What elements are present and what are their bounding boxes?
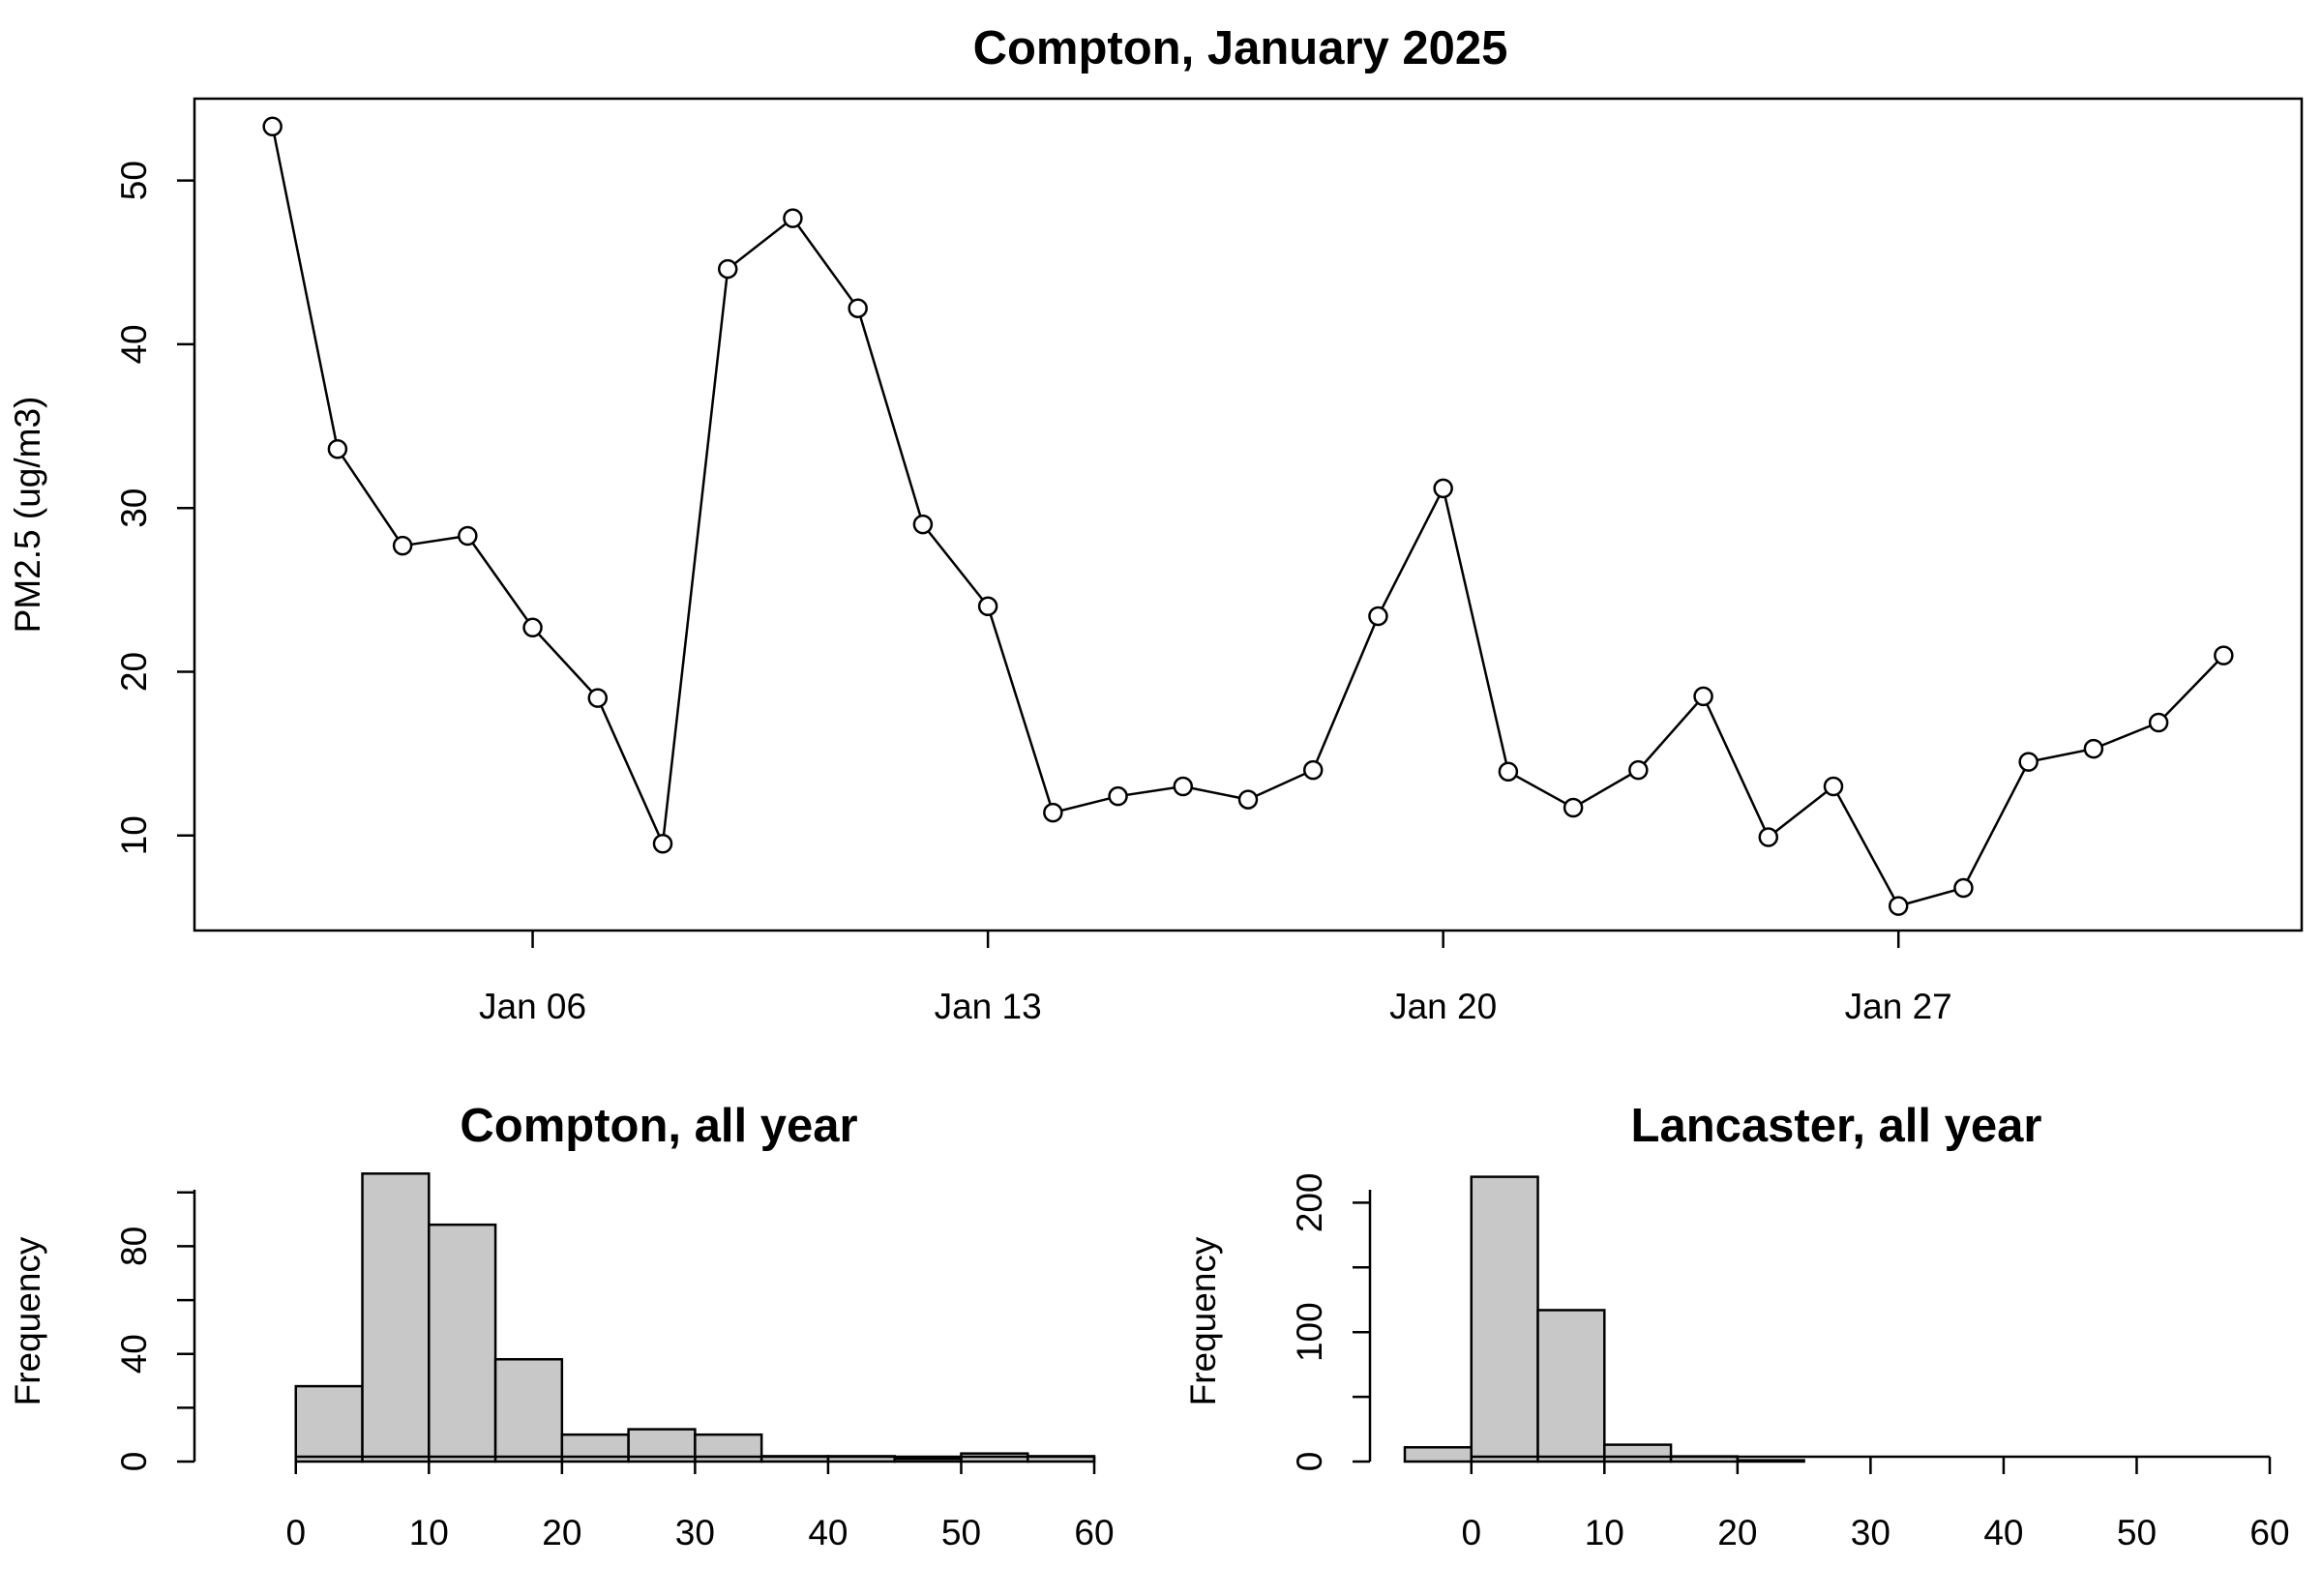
line-chart-point	[977, 596, 998, 617]
line-chart-point	[652, 834, 673, 854]
line-chart-point	[1628, 759, 1649, 781]
histogram-compton-y-tick-label: 0	[114, 1452, 154, 1472]
histogram-lancaster-y-tick-label: 100	[1290, 1302, 1329, 1362]
histogram-compton-x-tick-label: 60	[1074, 1513, 1114, 1552]
histogram-lancaster-x-tick-label: 30	[1851, 1513, 1890, 1552]
line-chart-x-tick-label: Jan 13	[935, 987, 1042, 1026]
line-chart-point	[2214, 645, 2234, 665]
line-chart-point	[1043, 802, 1063, 823]
line-chart-point	[1888, 896, 1909, 916]
line-chart-x-axis: Jan 06 Jan 13 Jan 20 Jan 27	[479, 931, 1952, 1026]
histogram-compton-title: Compton, all year	[460, 1100, 857, 1152]
line-chart-y-tick-label: 20	[114, 652, 154, 692]
line-chart-title: Compton, January 2025	[973, 22, 1508, 74]
line-chart-series-line	[271, 126, 2225, 908]
histogram-compton-x-tick-label: 30	[675, 1513, 715, 1552]
line-chart-point	[522, 617, 543, 638]
line-chart-point	[458, 525, 478, 547]
line-chart-point	[717, 258, 738, 280]
histogram-lancaster-bar	[1536, 1309, 1606, 1463]
line-chart-y-axis-label: PM2.5 (ug/m3)	[8, 397, 47, 634]
line-chart-y-tick-label: 10	[114, 815, 154, 855]
line-chart-point	[1498, 761, 1519, 783]
line-chart-point	[392, 535, 413, 556]
line-chart-point	[1368, 606, 1388, 627]
line-chart-point	[1693, 686, 1713, 707]
histogram-compton-x-tick-label: 20	[542, 1513, 581, 1552]
histogram-lancaster-x-tick-label: 10	[1585, 1513, 1624, 1552]
line-chart-x-tick-label: Jan 27	[1845, 987, 1952, 1026]
histogram-compton-axes: 0 10 20 30 40 50 60 0 40 80	[114, 1190, 1115, 1552]
line-chart-x-tick-label: Jan 20	[1389, 987, 1497, 1026]
histogram-lancaster-bar	[1736, 1459, 1805, 1463]
line-chart-point	[1237, 789, 1259, 810]
histogram-compton-x-tick-label: 40	[808, 1513, 848, 1552]
histogram-lancaster-title: Lancaster, all year	[1631, 1100, 2042, 1152]
line-chart-point	[2083, 738, 2104, 759]
line-chart-point	[848, 298, 868, 318]
histogram-lancaster-x-tick-label: 50	[2117, 1513, 2157, 1552]
line-chart-point	[262, 116, 283, 137]
line-chart-point	[1173, 776, 1194, 797]
line-chart-panel: Compton, January 2025 PM2.5 (ug/m3) 10 20…	[8, 22, 2304, 1026]
line-chart-y-axis: 10 20 30 40 50	[114, 161, 194, 855]
histogram-compton-y-axis-label: Frequency	[8, 1236, 47, 1405]
line-chart-plot-frame	[193, 97, 2304, 932]
line-chart-point	[1953, 877, 1974, 899]
line-chart-point	[1758, 827, 1779, 847]
line-chart-point	[783, 208, 803, 228]
line-chart-points	[262, 116, 2234, 916]
line-chart-point	[1433, 478, 1453, 499]
line-chart-point	[1563, 797, 1584, 818]
histogram-compton-y-tick-label: 80	[114, 1227, 154, 1266]
histogram-compton-bar	[493, 1358, 564, 1463]
line-chart-y-tick-label: 50	[114, 161, 154, 200]
line-chart-point	[1302, 759, 1324, 781]
histogram-compton-x-tick-label: 0	[285, 1513, 306, 1552]
histogram-lancaster-y-axis-label: Frequency	[1183, 1236, 1223, 1405]
line-chart-y-tick-label: 40	[114, 324, 154, 364]
histogram-lancaster-y-tick-label: 0	[1290, 1452, 1329, 1472]
line-chart-point	[2018, 752, 2039, 772]
histogram-lancaster-bar	[1603, 1443, 1673, 1463]
line-chart-y-tick-label: 30	[114, 488, 154, 528]
histogram-compton-bar	[361, 1172, 431, 1463]
histogram-lancaster-bar	[1470, 1175, 1539, 1463]
histogram-compton-bar	[294, 1384, 364, 1463]
line-chart-x-tick-label: Jan 06	[479, 987, 586, 1026]
histogram-lancaster-panel: Lancaster, all year Frequency 0 10 20 30 40 5…	[1183, 1100, 2290, 1552]
line-chart-point	[587, 688, 609, 708]
line-chart-point	[1108, 785, 1128, 807]
histogram-compton-x-tick-label: 50	[941, 1513, 981, 1552]
histogram-compton-y-tick-label: 40	[114, 1334, 154, 1374]
histogram-compton-bar	[428, 1223, 497, 1463]
line-chart-point	[2148, 712, 2169, 733]
histogram-lancaster-y-tick-label: 200	[1290, 1173, 1329, 1233]
histogram-lancaster-axes: 0 10 20 30 40 50 60 0 100 200	[1290, 1173, 2290, 1552]
histogram-compton-bar	[893, 1457, 963, 1463]
line-chart-point	[1823, 776, 1844, 797]
histogram-lancaster-x-tick-label: 20	[1717, 1513, 1757, 1552]
histogram-compton-panel: Compton, all year Frequency 0 10 20 30 40 50 6…	[8, 1100, 1115, 1552]
histogram-lancaster-bars	[1403, 1175, 1805, 1463]
histogram-lancaster-x-tick-label: 0	[1461, 1513, 1481, 1552]
histogram-lancaster-x-tick-label: 60	[2249, 1513, 2289, 1552]
histogram-lancaster-bar	[1403, 1446, 1474, 1463]
line-chart-point	[912, 514, 934, 535]
histogram-compton-bars	[294, 1172, 1096, 1463]
histogram-lancaster-x-tick-label: 40	[1983, 1513, 2023, 1552]
line-chart-point	[327, 439, 348, 459]
histogram-compton-x-tick-label: 10	[409, 1513, 449, 1552]
